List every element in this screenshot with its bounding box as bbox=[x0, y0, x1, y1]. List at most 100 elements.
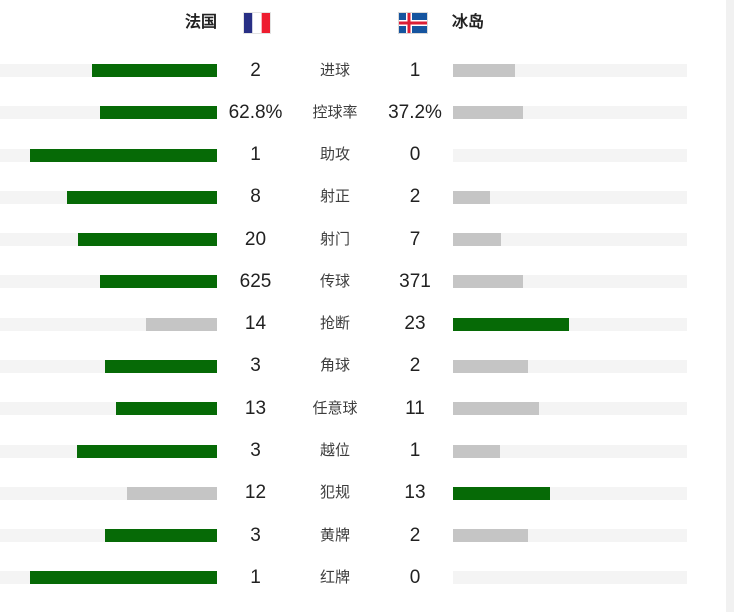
stats-header: 法国 冰岛 bbox=[0, 8, 735, 38]
home-value: 3 bbox=[250, 524, 261, 546]
away-bar-fill bbox=[453, 106, 523, 120]
home-bar-fill bbox=[105, 529, 217, 542]
home-bar-track bbox=[0, 571, 217, 585]
home-value: 14 bbox=[244, 313, 267, 335]
home-bar-track bbox=[0, 275, 217, 289]
away-bar-track bbox=[453, 359, 687, 373]
away-team-name: 冰岛 bbox=[452, 14, 485, 31]
home-bar-fill bbox=[146, 317, 217, 331]
away-value: 7 bbox=[409, 228, 421, 250]
away-bar-fill bbox=[453, 529, 528, 542]
home-bar-track bbox=[0, 64, 217, 77]
away-bar-track bbox=[453, 402, 687, 416]
stat-row-red-cards: 1 红牌 0 bbox=[0, 567, 735, 589]
away-bar-fill bbox=[453, 402, 539, 416]
away-bar-fill bbox=[453, 444, 500, 458]
away-value: 23 bbox=[404, 313, 426, 335]
home-bar-fill bbox=[67, 190, 217, 204]
away-value: 37.2% bbox=[388, 101, 442, 123]
away-bar-track bbox=[453, 233, 687, 247]
home-bar-track bbox=[0, 190, 217, 204]
away-value: 1 bbox=[409, 440, 421, 461]
away-value: 2 bbox=[409, 524, 421, 546]
home-value: 625 bbox=[239, 270, 272, 292]
stat-label: 红牌 bbox=[319, 568, 350, 586]
home-bar-fill bbox=[77, 444, 217, 458]
stat-row-goals: 2 进球 1 bbox=[0, 60, 735, 82]
home-value: 13 bbox=[244, 397, 267, 419]
france-flag-icon bbox=[243, 12, 271, 34]
iceland-flag-icon bbox=[398, 12, 428, 34]
home-value: 62.8% bbox=[228, 101, 283, 123]
home-bar-fill bbox=[100, 106, 217, 120]
away-bar-track bbox=[453, 317, 687, 331]
home-value: 12 bbox=[244, 482, 267, 504]
stat-label: 传球 bbox=[319, 272, 350, 290]
home-bar-track bbox=[0, 486, 217, 500]
stat-row-assists: 1 助攻 0 bbox=[0, 144, 735, 166]
home-bar-fill bbox=[105, 359, 217, 373]
away-bar-fill bbox=[453, 233, 501, 247]
stat-label: 抢断 bbox=[319, 315, 350, 333]
stat-row-yellow-cards: 3 黄牌 2 bbox=[0, 525, 735, 547]
away-value: 13 bbox=[404, 482, 426, 504]
away-bar-track bbox=[453, 444, 687, 458]
home-value: 2 bbox=[250, 59, 261, 81]
home-bar-track bbox=[0, 317, 217, 331]
home-bar-track bbox=[0, 233, 217, 247]
home-value: 1 bbox=[250, 144, 261, 166]
away-bar-fill bbox=[453, 317, 569, 331]
away-value: 1 bbox=[409, 59, 421, 81]
home-bar-fill bbox=[116, 402, 217, 416]
home-bar-track bbox=[0, 529, 217, 542]
home-bar-track bbox=[0, 444, 217, 458]
home-bar-track bbox=[0, 359, 217, 373]
stat-label: 越位 bbox=[319, 442, 350, 459]
away-value: 0 bbox=[409, 144, 421, 166]
stat-label: 射门 bbox=[319, 230, 350, 248]
stat-row-tackles: 14 抢断 23 bbox=[0, 313, 735, 335]
home-team-name: 法国 bbox=[184, 14, 217, 31]
away-bar-fill bbox=[453, 359, 528, 373]
away-value: 0 bbox=[409, 566, 421, 588]
home-bar-track bbox=[0, 402, 217, 416]
home-bar-fill bbox=[127, 486, 217, 500]
away-bar-track bbox=[453, 148, 687, 162]
home-value: 3 bbox=[250, 355, 261, 377]
stat-label: 进球 bbox=[319, 61, 350, 79]
stat-label: 犯规 bbox=[319, 484, 350, 502]
stat-row-fouls: 12 犯规 13 bbox=[0, 482, 735, 504]
stat-row-offsides: 3 越位 1 bbox=[0, 440, 735, 462]
home-bar-fill bbox=[100, 275, 217, 289]
stat-row-shots: 20 射门 7 bbox=[0, 229, 735, 251]
home-value: 20 bbox=[244, 228, 267, 250]
home-value: 8 bbox=[250, 186, 261, 208]
stat-row-possession: 62.8% 控球率 37.2% bbox=[0, 102, 735, 124]
away-bar-track bbox=[453, 190, 687, 204]
away-bar-fill bbox=[453, 275, 523, 289]
stat-row-passes: 625 传球 371 bbox=[0, 271, 735, 293]
away-bar-fill bbox=[453, 64, 515, 77]
stat-row-free-kicks: 13 任意球 11 bbox=[0, 398, 735, 420]
home-value: 1 bbox=[250, 566, 261, 588]
away-value: 371 bbox=[399, 270, 431, 292]
away-bar-track bbox=[453, 64, 687, 77]
away-bar-track bbox=[453, 529, 687, 542]
scrollbar-track[interactable] bbox=[726, 0, 734, 612]
stat-label: 控球率 bbox=[312, 103, 358, 121]
stat-label: 射正 bbox=[319, 188, 350, 206]
home-bar-track bbox=[0, 148, 217, 162]
stat-label: 角球 bbox=[319, 357, 350, 375]
away-bar-track bbox=[453, 275, 687, 289]
home-bar-fill bbox=[30, 148, 217, 162]
home-bar-fill bbox=[30, 571, 217, 585]
away-bar-track bbox=[453, 486, 687, 500]
home-bar-fill bbox=[78, 233, 217, 247]
stat-label: 任意球 bbox=[312, 399, 358, 417]
away-bar-fill bbox=[453, 486, 550, 500]
away-bar-track bbox=[453, 106, 687, 120]
away-bar-fill bbox=[453, 190, 490, 204]
away-value: 2 bbox=[409, 355, 421, 377]
away-value: 11 bbox=[405, 397, 425, 419]
